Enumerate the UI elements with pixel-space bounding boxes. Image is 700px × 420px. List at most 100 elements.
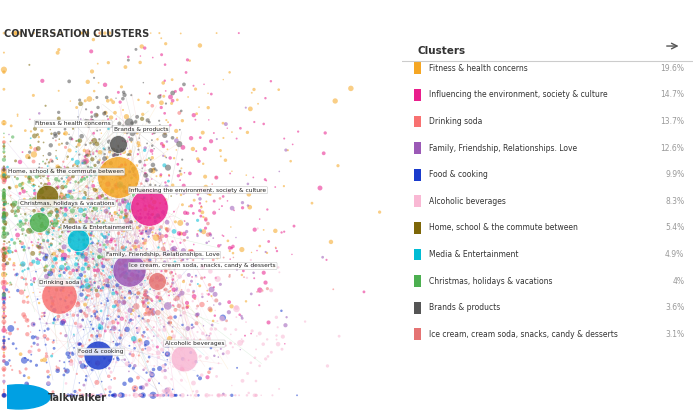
Point — [140, 237, 151, 244]
Point — [71, 143, 82, 150]
Point — [85, 281, 97, 288]
Point — [131, 272, 142, 278]
Point — [208, 257, 219, 263]
Point — [215, 147, 226, 154]
Point — [218, 391, 229, 397]
Point — [12, 111, 23, 118]
Point — [167, 269, 178, 276]
Point — [191, 388, 202, 395]
Point — [199, 263, 210, 270]
Point — [186, 273, 197, 280]
Point — [69, 299, 80, 306]
Point — [82, 119, 93, 126]
Point — [113, 192, 124, 199]
Point — [163, 250, 174, 257]
Point — [102, 315, 113, 322]
Point — [128, 336, 139, 342]
Point — [262, 285, 273, 292]
Point — [76, 30, 88, 37]
Point — [15, 218, 26, 225]
Point — [0, 340, 10, 347]
Point — [25, 180, 36, 186]
Point — [124, 185, 135, 192]
Point — [4, 242, 15, 249]
Point — [188, 257, 199, 263]
Point — [79, 147, 90, 154]
Point — [35, 281, 46, 287]
Point — [87, 223, 98, 230]
Point — [47, 168, 58, 174]
Point — [4, 185, 15, 192]
Point — [90, 221, 101, 228]
Point — [38, 198, 50, 205]
Point — [121, 198, 132, 205]
Point — [81, 183, 92, 190]
Point — [51, 363, 62, 370]
Point — [135, 391, 146, 398]
Point — [126, 360, 137, 367]
Point — [100, 110, 111, 116]
Point — [64, 274, 75, 281]
Point — [23, 265, 34, 272]
Point — [195, 353, 206, 360]
Point — [127, 320, 138, 327]
Point — [14, 30, 25, 37]
Point — [148, 275, 159, 282]
Point — [224, 244, 235, 251]
Point — [149, 214, 160, 221]
Point — [46, 142, 57, 149]
Point — [76, 30, 88, 37]
Point — [108, 235, 120, 242]
Point — [130, 244, 141, 251]
Point — [161, 342, 172, 349]
Point — [158, 388, 169, 394]
Point — [83, 265, 94, 272]
Point — [164, 241, 176, 248]
Point — [69, 333, 80, 339]
Point — [220, 157, 231, 163]
Point — [199, 173, 211, 180]
Point — [25, 213, 36, 220]
Point — [216, 392, 228, 399]
Point — [1, 260, 13, 267]
Point — [162, 146, 173, 153]
Point — [0, 201, 10, 208]
Point — [57, 184, 68, 191]
Point — [166, 283, 177, 289]
Point — [34, 244, 45, 251]
Point — [135, 281, 146, 288]
Point — [90, 170, 101, 176]
Point — [260, 249, 272, 255]
Point — [88, 250, 99, 257]
Point — [104, 169, 115, 176]
Point — [203, 335, 214, 342]
Point — [21, 188, 32, 195]
Point — [25, 144, 36, 151]
Point — [198, 228, 209, 235]
Point — [167, 302, 178, 309]
Point — [80, 153, 91, 160]
Point — [119, 381, 130, 387]
Point — [178, 278, 189, 285]
Point — [109, 254, 120, 261]
Point — [153, 118, 164, 124]
Point — [0, 234, 10, 241]
Point — [0, 366, 10, 373]
Point — [107, 123, 118, 130]
Point — [201, 239, 212, 246]
Point — [27, 334, 38, 341]
Point — [190, 273, 202, 280]
Point — [19, 196, 30, 202]
Point — [0, 316, 10, 323]
Point — [137, 392, 148, 399]
Point — [175, 171, 186, 178]
Point — [36, 188, 47, 195]
Point — [193, 281, 204, 287]
Point — [54, 224, 65, 231]
Point — [137, 301, 148, 308]
Point — [187, 298, 198, 304]
Point — [74, 275, 85, 282]
Point — [188, 82, 199, 89]
Point — [1, 271, 13, 278]
Point — [174, 302, 185, 309]
